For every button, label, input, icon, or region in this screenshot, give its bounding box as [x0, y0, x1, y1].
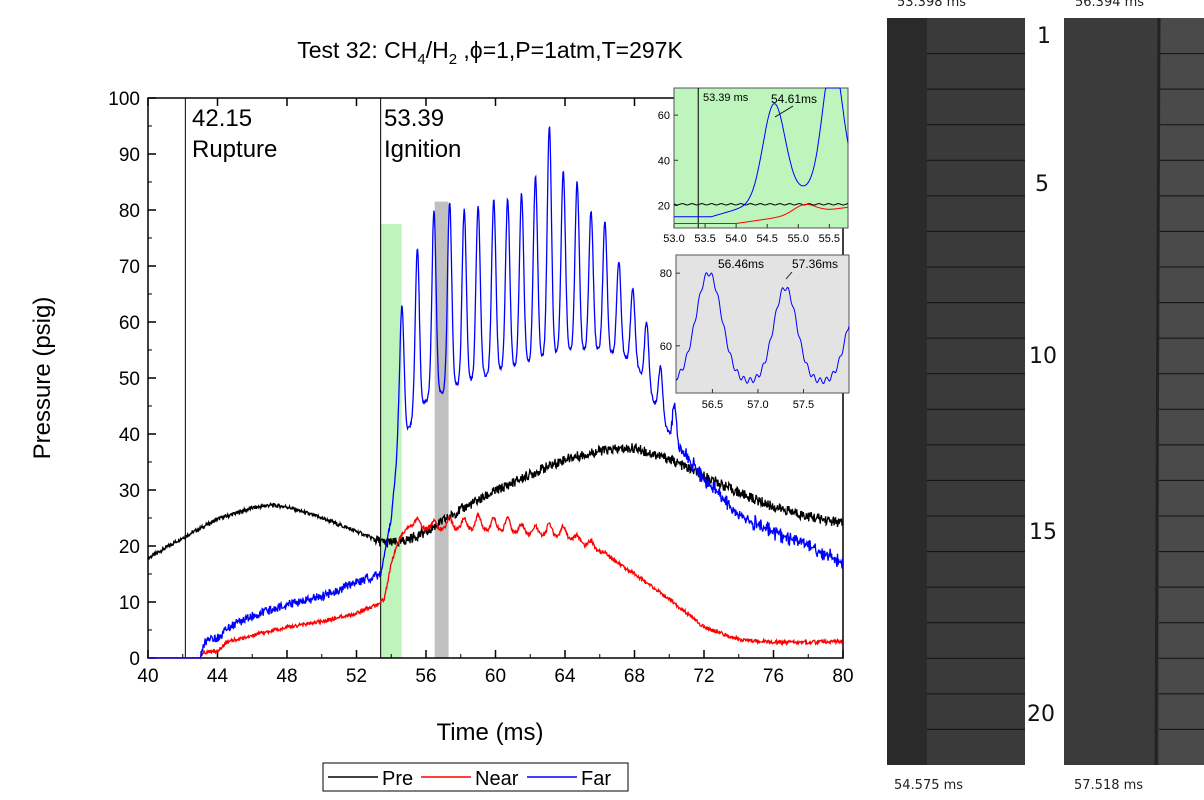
- image-strips: [887, 17, 1204, 766]
- y-tick-label: 90: [119, 145, 140, 166]
- inset1-series-far: [674, 87, 849, 218]
- inset2-series-far: [675, 271, 850, 385]
- inset2-x-tick-label: 57.5: [793, 399, 814, 411]
- inset1-series-near: [674, 203, 849, 224]
- inset2-x-tick-label: 56.5: [702, 399, 723, 411]
- y-tick-label: 10: [119, 593, 140, 614]
- y-tick-label: 50: [119, 369, 140, 390]
- inset2-annotation-leader: [785, 271, 793, 280]
- inset2-annotation-peak2: 57.36ms: [792, 257, 838, 271]
- inset1-series-pre: [673, 203, 849, 206]
- x-tick-label: 80: [832, 666, 853, 687]
- event-markers: 42.15 Rupture 53.39 Ignition: [184, 98, 461, 658]
- x-tick-label: 48: [276, 666, 297, 687]
- y-tick-label: 20: [119, 537, 140, 558]
- frame-number-15: 15: [1029, 520, 1057, 545]
- frame-number-20: 20: [1027, 702, 1055, 727]
- y-tick-label: 0: [129, 649, 140, 670]
- y-tick-label: 60: [119, 313, 140, 334]
- rupture-label: Rupture: [192, 136, 277, 163]
- legend: Pre Near Far: [322, 762, 629, 792]
- inset2-y-tick-label: 60: [660, 341, 672, 353]
- frame-number-1: 1: [1037, 24, 1051, 49]
- y-tick-label: 70: [119, 257, 140, 278]
- inset1-x-tick-label: 53.0: [663, 233, 684, 245]
- y-tick-label: 30: [119, 481, 140, 502]
- inset2-x-tick-label: 57.0: [747, 399, 768, 411]
- inset1-frame: [673, 87, 849, 229]
- inset1-x-tick-label: 55.5: [819, 233, 840, 245]
- rupture-time-label: 42.15: [192, 105, 252, 132]
- y-axis-label: Pressure (psig): [29, 297, 56, 460]
- inset1-y-tick-label: 60: [658, 110, 670, 122]
- right-strip-start-time: 56.394 ms: [1075, 0, 1145, 10]
- inset2-y-tick-label: 80: [660, 268, 672, 280]
- x-tick-label: 52: [346, 666, 367, 687]
- left-strip-start-time: 53.398 ms: [897, 0, 967, 10]
- inset1-x-tick-label: 53.5: [694, 233, 715, 245]
- x-tick-label: 60: [485, 666, 506, 687]
- ignition-label: Ignition: [384, 136, 461, 163]
- legend-far-label: Far: [581, 768, 611, 790]
- chart-title: Test 32: CH4/H2 ,ϕ=1,P=1atm,T=297K: [297, 37, 683, 68]
- x-tick-label: 56: [415, 666, 436, 687]
- frame-number-10: 10: [1029, 344, 1057, 369]
- series-group: [147, 126, 844, 660]
- x-tick-label: 40: [137, 666, 158, 687]
- y-tick-label: 80: [119, 201, 140, 222]
- left-strip-flame-region: [887, 18, 927, 765]
- highlight-bands: [380, 201, 449, 658]
- inset1-y-tick-label: 20: [658, 200, 670, 212]
- inset1-x-tick-label: 54.5: [757, 233, 778, 245]
- highlight-band-green: [380, 224, 402, 658]
- inset1-annotation-peak: 54.61ms: [771, 92, 817, 106]
- inset1-y-tick-label: 40: [658, 155, 670, 167]
- inset-peaks: 56.5 57.0 57.5 60 80 56.46ms 57.36ms: [660, 254, 850, 411]
- inset1-annotation-ignition: 53.39 ms: [703, 92, 749, 104]
- inset2-annotation-peak1: 56.46ms: [718, 257, 764, 271]
- y-tick-label: 100: [108, 89, 140, 110]
- frame-number-5: 5: [1035, 172, 1049, 197]
- inset2-background: [676, 255, 849, 393]
- y-tick-label: 40: [119, 425, 140, 446]
- x-tick-label: 76: [763, 666, 784, 687]
- inset1-x-tick-label: 54.0: [725, 233, 746, 245]
- x-tick-label: 44: [207, 666, 229, 687]
- right-strip-flame-front: [1154, 17, 1161, 766]
- inset1-annotation-leader: [774, 105, 794, 118]
- series-pre: [147, 443, 844, 561]
- x-axis-label: Time (ms): [436, 719, 543, 746]
- left-strip-end-time: 54.575 ms: [894, 778, 964, 793]
- right-strip-flame-region: [1064, 18, 1159, 765]
- x-tick-label: 64: [554, 666, 576, 687]
- series-far: [147, 126, 844, 659]
- ignition-time-label: 53.39: [384, 105, 444, 132]
- x-tick-label: 68: [624, 666, 645, 687]
- legend-pre-label: Pre: [382, 768, 413, 790]
- x-tick-label: 72: [693, 666, 714, 687]
- series-near: [148, 511, 844, 660]
- inset1-x-tick-label: 55.0: [788, 233, 809, 245]
- legend-near-label: Near: [475, 768, 519, 790]
- axes: 40 44 48 52 56 60 64 68 72 76 80 0 10 20 30 40 50 60 70 80 9…: [108, 89, 853, 687]
- highlight-band-gray: [434, 201, 449, 658]
- inset2-frame: [675, 254, 850, 394]
- right-strip-end-time: 57.518 ms: [1074, 778, 1144, 793]
